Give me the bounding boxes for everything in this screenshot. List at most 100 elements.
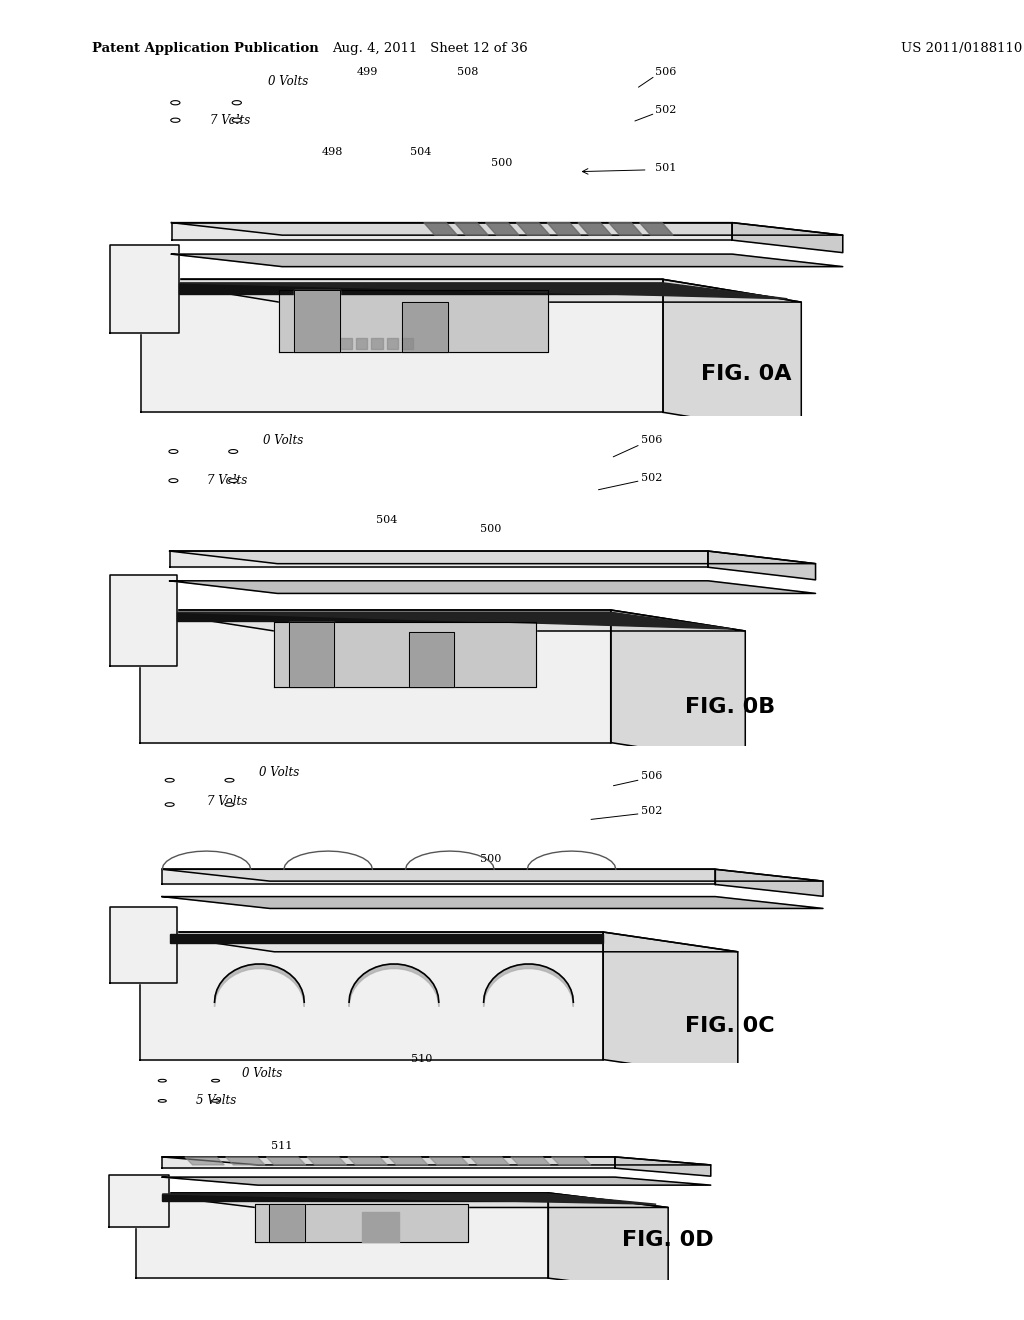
Polygon shape [371, 338, 383, 348]
Text: 506: 506 [641, 771, 662, 780]
Text: FIG. 0B: FIG. 0B [685, 697, 776, 717]
Text: FIG. 0C: FIG. 0C [685, 1016, 775, 1036]
Polygon shape [389, 1156, 428, 1166]
Text: 0 Volts: 0 Volts [243, 1068, 283, 1081]
Circle shape [232, 100, 242, 104]
Text: 510: 510 [412, 1053, 432, 1064]
Text: 500: 500 [480, 524, 502, 535]
Text: 506: 506 [655, 67, 677, 77]
Text: 502: 502 [641, 805, 662, 816]
Polygon shape [135, 1193, 669, 1208]
Polygon shape [424, 223, 458, 235]
Polygon shape [172, 223, 732, 240]
Polygon shape [289, 622, 334, 686]
Polygon shape [162, 1156, 711, 1166]
Polygon shape [162, 1177, 711, 1185]
Polygon shape [135, 1193, 549, 1278]
Polygon shape [139, 932, 737, 952]
Text: 7 Volts: 7 Volts [210, 114, 250, 127]
Polygon shape [170, 550, 815, 564]
Polygon shape [279, 289, 548, 352]
Polygon shape [307, 1156, 346, 1166]
Polygon shape [716, 870, 823, 896]
Polygon shape [162, 870, 823, 882]
Circle shape [171, 100, 180, 104]
Text: 502: 502 [641, 473, 662, 483]
Polygon shape [549, 1193, 669, 1292]
Polygon shape [664, 280, 802, 436]
Polygon shape [162, 1195, 656, 1204]
Text: 502: 502 [655, 106, 677, 115]
Polygon shape [348, 1156, 387, 1166]
Polygon shape [256, 1204, 469, 1242]
Text: 7 Volts: 7 Volts [207, 795, 248, 808]
Polygon shape [179, 282, 787, 298]
Polygon shape [141, 280, 664, 412]
Circle shape [171, 117, 180, 123]
Polygon shape [225, 1156, 265, 1166]
Polygon shape [266, 1156, 306, 1166]
Polygon shape [429, 1156, 469, 1166]
Polygon shape [362, 1212, 398, 1242]
Text: 498: 498 [323, 148, 343, 157]
Circle shape [228, 479, 238, 483]
Text: Aug. 4, 2011   Sheet 12 of 36: Aug. 4, 2011 Sheet 12 of 36 [332, 42, 528, 55]
Polygon shape [401, 302, 449, 352]
Text: 508: 508 [457, 67, 478, 77]
Circle shape [228, 450, 238, 454]
Polygon shape [603, 932, 737, 1080]
Polygon shape [552, 1156, 591, 1166]
Polygon shape [470, 1156, 509, 1166]
Polygon shape [179, 282, 664, 294]
Polygon shape [215, 964, 304, 1007]
Polygon shape [547, 223, 581, 235]
Text: 501: 501 [655, 162, 677, 173]
Polygon shape [141, 280, 802, 302]
Text: 500: 500 [480, 854, 502, 865]
Text: 504: 504 [411, 148, 432, 157]
Text: 5 Volts: 5 Volts [196, 1094, 236, 1107]
Polygon shape [483, 964, 573, 1007]
Circle shape [169, 450, 178, 454]
Text: 0 Volts: 0 Volts [267, 75, 308, 88]
Polygon shape [162, 896, 823, 908]
Polygon shape [640, 223, 673, 235]
Polygon shape [185, 1156, 224, 1166]
Polygon shape [162, 1156, 614, 1168]
Text: 7 Volts: 7 Volts [207, 474, 248, 487]
Polygon shape [170, 933, 603, 942]
Text: US 2011/0188110 A1: US 2011/0188110 A1 [901, 42, 1024, 55]
Polygon shape [139, 610, 610, 743]
Text: FIG. 0A: FIG. 0A [701, 364, 792, 384]
Circle shape [212, 1100, 219, 1102]
Polygon shape [139, 932, 603, 1060]
Polygon shape [614, 1156, 711, 1176]
Polygon shape [349, 964, 438, 1007]
Polygon shape [170, 550, 708, 568]
Polygon shape [268, 1204, 305, 1242]
Circle shape [232, 117, 242, 123]
Polygon shape [274, 622, 536, 686]
Text: 504: 504 [376, 515, 397, 524]
Circle shape [159, 1100, 166, 1102]
Circle shape [169, 479, 178, 483]
Polygon shape [340, 338, 352, 348]
Text: 0 Volts: 0 Volts [263, 434, 303, 446]
Polygon shape [139, 610, 745, 631]
Polygon shape [610, 610, 745, 763]
Polygon shape [172, 255, 843, 267]
Text: 506: 506 [641, 436, 662, 445]
Circle shape [165, 803, 174, 807]
Circle shape [165, 779, 174, 781]
Polygon shape [455, 223, 488, 235]
Polygon shape [172, 223, 843, 235]
Polygon shape [386, 338, 398, 348]
Polygon shape [110, 907, 177, 983]
Circle shape [159, 1080, 166, 1082]
Polygon shape [708, 550, 815, 579]
Polygon shape [578, 223, 611, 235]
Polygon shape [511, 1156, 550, 1166]
Polygon shape [170, 581, 815, 594]
Polygon shape [401, 338, 414, 348]
Circle shape [225, 779, 233, 781]
